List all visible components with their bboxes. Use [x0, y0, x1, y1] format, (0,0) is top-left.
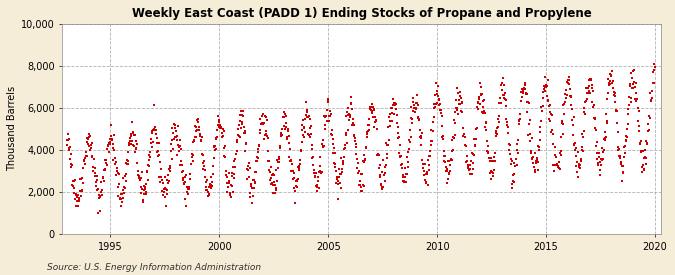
Text: Source: U.S. Energy Information Administration: Source: U.S. Energy Information Administ… — [47, 263, 261, 272]
Title: Weekly East Coast (PADD 1) Ending Stocks of Propane and Propylene: Weekly East Coast (PADD 1) Ending Stocks… — [132, 7, 592, 20]
Y-axis label: Thousand Barrels: Thousand Barrels — [7, 86, 17, 172]
